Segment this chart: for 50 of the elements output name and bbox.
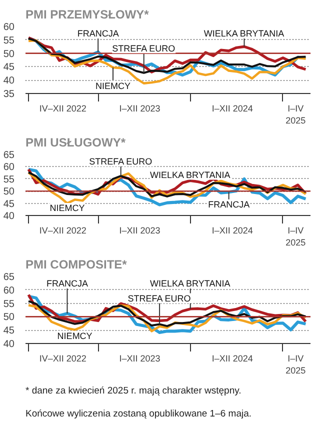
x-tick-label: I–XII 2024 [212, 226, 253, 236]
y-tick-label: 50 [3, 312, 15, 324]
y-tick-label: 40 [3, 211, 15, 222]
annotation: WIELKA BRYTANIA [150, 170, 230, 180]
x-tick-label: I–XII 2023 [119, 104, 160, 114]
text: Końcowe wyliczenia zostaną opublikowane 1–6 maja. [26, 408, 252, 420]
y-tick-label: 55 [3, 298, 15, 310]
chart-title: PMI USŁUGOWY* [26, 136, 126, 150]
annotation: FRANCJA [77, 28, 119, 39]
annotation: NIEMCY [50, 203, 85, 214]
y-tick-label: 40 [3, 76, 15, 87]
annotation: STREFA EURO [128, 293, 191, 304]
y-tick-label: 45 [3, 326, 15, 337]
y-tick-label: 45 [3, 198, 15, 210]
line-series [27, 304, 307, 332]
text: * dane za kwiecień 2025 r. mają charakter wstępny. [26, 386, 242, 396]
annotation: NIEMCY [95, 80, 131, 91]
annotation: STREFA EURO [112, 43, 176, 54]
y-tick-label: 55 [3, 35, 15, 46]
y-tick-label: 50 [3, 48, 15, 60]
x-tick-label: I–XII 2023 [119, 226, 160, 236]
annotation: FRANCJA [208, 199, 250, 210]
annotation: WIELKA BRYTANIA [150, 278, 230, 289]
x-tick-label: I–IV 2025 [286, 104, 306, 126]
line-series [28, 300, 307, 328]
x-tick-label: IV–XII 2022 [39, 104, 86, 114]
x-tick-label: I–IV 2025 [286, 354, 306, 376]
x-tick-label: IV–XII 2022 [39, 226, 86, 236]
y-tick-label: 55 [3, 174, 15, 186]
x-tick-label: I–XII 2024 [212, 104, 253, 114]
x-tick-label: I–XII 2023 [119, 354, 160, 364]
x-tick-label: I–IV 2025 [286, 226, 306, 248]
y-tick-label: 60 [3, 162, 15, 174]
chart-title: PMI PRZEMYSŁOWY* [26, 8, 150, 22]
y-tick-label: 50 [3, 186, 15, 198]
y-tick-label: 65 [3, 272, 15, 283]
annotation: FRANCJA [46, 278, 88, 289]
y-tick-label: 35 [3, 89, 15, 100]
chart-title: PMI COMPOSITE* [26, 258, 128, 272]
annotation: STREFA EURO [89, 156, 152, 166]
x-tick-label: IV–XII 2022 [39, 354, 86, 364]
line-series [27, 39, 307, 84]
annotation: WIELKA BRYTANIA [204, 28, 284, 39]
x-tick-label: I–XII 2024 [212, 354, 253, 364]
y-tick-label: 65 [3, 150, 15, 161]
y-tick-label: 45 [3, 62, 15, 74]
y-tick-label: 60 [3, 22, 15, 33]
y-tick-label: 40 [3, 339, 15, 350]
annotation: NIEMCY [57, 330, 92, 341]
y-tick-label: 60 [3, 285, 15, 296]
